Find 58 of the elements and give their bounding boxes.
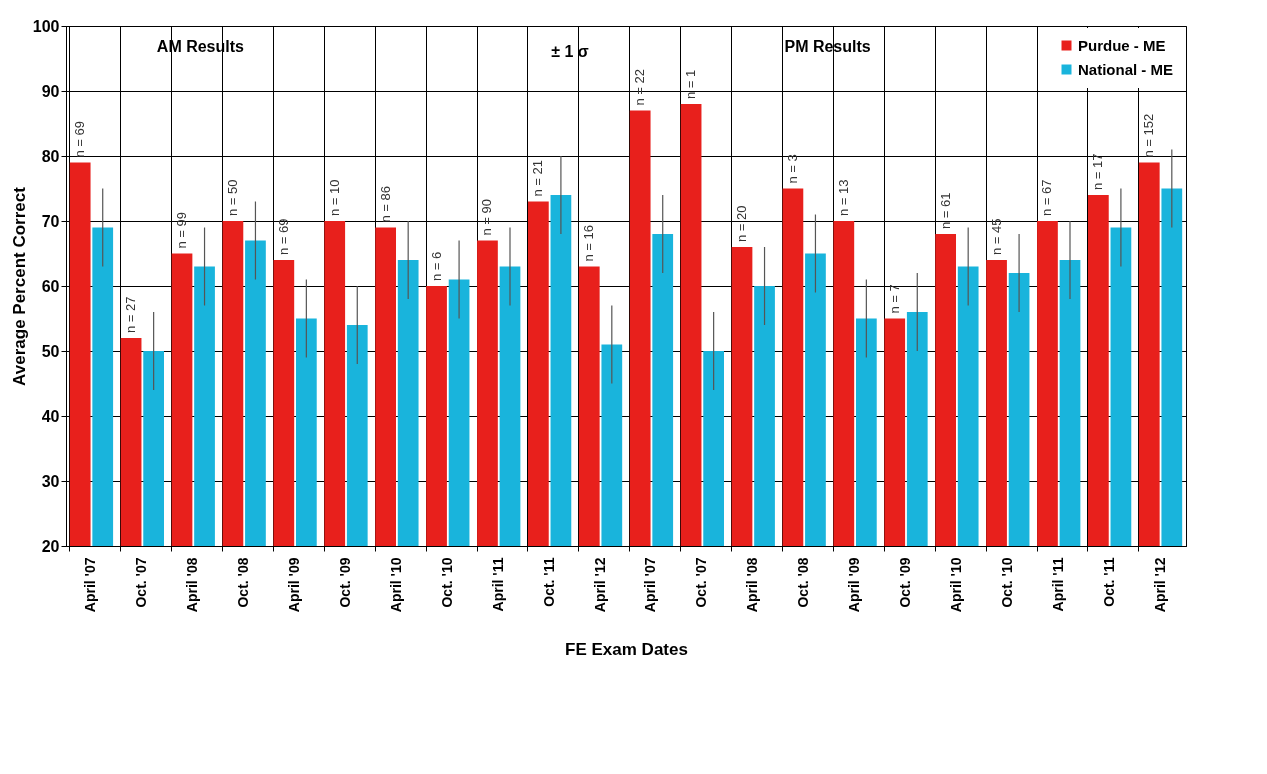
- annotation: n = 61: [937, 192, 953, 229]
- x-tick-label: April '10: [947, 557, 964, 613]
- x-tick-label: April '07: [642, 557, 659, 613]
- annotation: n = 27: [123, 296, 139, 333]
- y-tick-label: 30: [41, 472, 60, 490]
- x-tick-label: April '08: [744, 557, 761, 613]
- x-tick-label: Oct. '09: [897, 557, 913, 608]
- x-tick-label: April '12: [1151, 557, 1168, 613]
- annotation: n = 45: [988, 218, 1004, 255]
- x-axis-title: FE Exam Dates: [565, 640, 688, 660]
- x-tick-label: Oct. '11: [1100, 557, 1117, 607]
- annotation: n = 69: [72, 120, 88, 158]
- annotation: n = 99: [174, 211, 189, 249]
- annotation: n = 90: [479, 198, 495, 236]
- annotation: n = 67: [1039, 179, 1055, 216]
- y-tick-label: 40: [41, 407, 60, 425]
- annotation: n = 50: [224, 179, 240, 216]
- annotation: n = 17: [1090, 153, 1106, 190]
- annotation: n = 69: [275, 218, 291, 255]
- legend-label: National - ME: [1078, 60, 1174, 78]
- x-tick-label: Oct. '10: [998, 557, 1015, 608]
- annotation: n = 20: [734, 205, 749, 242]
- annotation: n = 1: [683, 69, 699, 99]
- x-tick-label: April '09: [286, 557, 303, 613]
- x-tick-label: Oct. '08: [235, 557, 252, 608]
- x-tick-label: Oct. '11: [540, 557, 557, 607]
- annotation: n = 3: [784, 154, 800, 184]
- annotation: n = 21: [530, 159, 546, 197]
- x-tick-label: April '08: [184, 557, 201, 613]
- x-tick-label: Oct. '07: [693, 557, 710, 608]
- annotation: n = 86: [377, 185, 393, 223]
- y-tick-label: 70: [41, 212, 60, 230]
- y-tick-label: 100: [32, 17, 60, 35]
- x-tick-label: April '09: [846, 557, 863, 613]
- annotation: n = 10: [326, 179, 342, 216]
- annotation: ± 1 σ: [551, 43, 589, 60]
- y-axis-title: Average Percent Correct: [9, 186, 29, 386]
- y-tick-label: 80: [41, 147, 60, 165]
- x-tick-label: April '10: [387, 557, 404, 613]
- x-tick-label: April '11: [1049, 557, 1066, 612]
- x-tick-label: Oct. '09: [337, 557, 353, 608]
- x-tick-label: Oct. '07: [133, 557, 150, 608]
- annotation: n = 22: [632, 68, 648, 106]
- y-tick-label: 20: [41, 537, 60, 555]
- x-tick-label: Oct. '08: [795, 557, 812, 608]
- annotation: n = 13: [835, 179, 851, 216]
- y-tick-label: 90: [41, 82, 60, 100]
- annotation: n = 152: [1141, 113, 1157, 158]
- y-tick-label: 60: [41, 277, 60, 295]
- annotation: n = 7: [886, 284, 902, 314]
- annotation: n = 6: [428, 251, 444, 281]
- annotation: n = 16: [581, 224, 597, 262]
- legend-label: Purdue - ME: [1078, 36, 1166, 54]
- x-tick-label: Oct. '10: [438, 557, 455, 608]
- x-tick-label: April '12: [591, 557, 608, 613]
- x-tick-label: April '07: [82, 557, 99, 613]
- x-tick-label: April '11: [489, 557, 506, 612]
- y-tick-label: 50: [41, 342, 60, 360]
